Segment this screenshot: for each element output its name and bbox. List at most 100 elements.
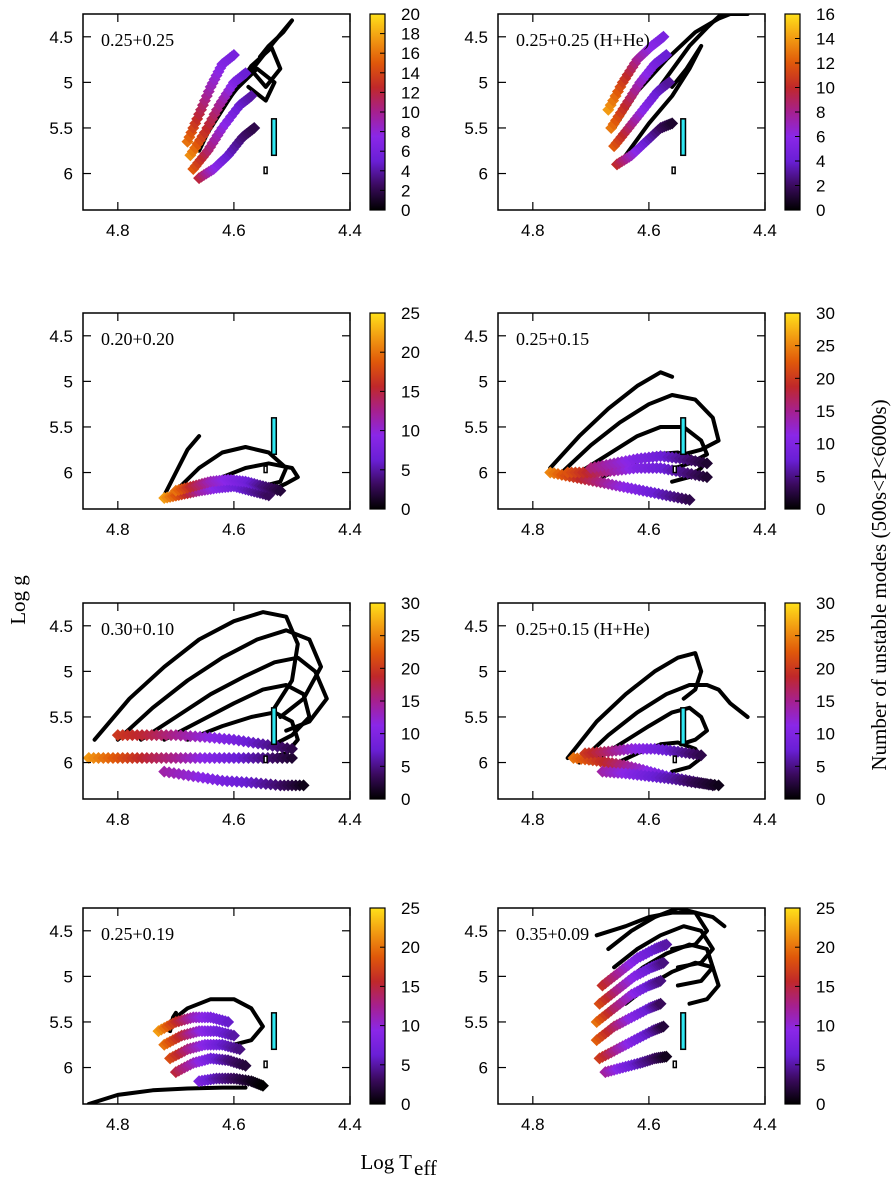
x-tick-label: 4.4: [338, 810, 362, 829]
observed-box-small: [671, 166, 676, 175]
unstable-mode-marker: [657, 956, 670, 969]
evolution-track: [559, 393, 721, 475]
plot-frame: [497, 13, 766, 211]
x-tick-label: 4.6: [637, 520, 661, 539]
colorbar-tick-label: 25: [816, 337, 835, 356]
evolution-track: [162, 997, 265, 1047]
y-tick-label: 5: [479, 662, 488, 681]
observed-box: [680, 707, 687, 746]
colorbar-tick-label: 8: [816, 103, 825, 122]
colorbar: [369, 312, 386, 510]
unstable-mode-marker: [222, 1015, 235, 1028]
x-tick-label: 4.6: [637, 221, 661, 240]
panel-5: 4.8 4.6 4.4 4.5 5 5.5 6 0.30+0.10 0 5 10 15 20 25 30: [49, 594, 420, 829]
plot-frame: [82, 907, 351, 1105]
colorbar-tick-label: 6: [401, 142, 410, 161]
colorbar-tick-label: 20: [816, 659, 835, 678]
unstable-mode-marker: [666, 117, 679, 130]
colorbar-tick-label: 0: [401, 201, 410, 220]
y-tick-label: 4.5: [464, 617, 488, 636]
x-tick-label: 4.8: [521, 221, 545, 240]
x-tick-label: 4.8: [106, 1115, 130, 1134]
panel-label: 0.25+0.25: [101, 30, 174, 50]
unstable-mode-marker: [248, 121, 261, 134]
x-tick-label: 4.6: [222, 810, 246, 829]
unstable-mode-marker: [654, 974, 667, 987]
unstable-mode-marker: [700, 457, 713, 470]
unstable-mode-marker: [660, 938, 673, 951]
y-tick-label: 6: [479, 165, 488, 184]
panel-label: 0.25+0.15 (H+He): [516, 619, 650, 640]
y-tick-label: 6: [64, 165, 73, 184]
colorbar-tick-label: 0: [816, 201, 825, 220]
observed-box-small: [672, 1060, 678, 1069]
y-tick-label: 5.5: [49, 708, 73, 727]
panel-label: 0.30+0.10: [101, 619, 174, 639]
colorbar-tick-label: 0: [401, 500, 410, 519]
plot-frame: [497, 602, 766, 800]
unstable-mode-marker: [660, 1050, 673, 1063]
panel-label: 0.25+0.15: [516, 329, 589, 349]
plot-frame: [497, 312, 766, 510]
evolution-track: [139, 655, 329, 742]
evolution-track: [86, 1085, 248, 1104]
observed-box-small: [263, 166, 268, 175]
observed-box-small: [263, 755, 268, 764]
evolution-track: [606, 908, 709, 951]
x-axis-label-subscript: eff: [414, 1156, 437, 1180]
observed-box: [270, 118, 278, 157]
y-tick-label: 5: [64, 73, 73, 92]
plot-area: [544, 370, 721, 506]
panel-2: 4.8 4.6 4.4 4.5 5 5.5 6 0.25+0.25 (H+He) 0 2 4 6 8 10…: [464, 5, 835, 240]
y-tick-label: 5.5: [49, 119, 73, 138]
panel-7: 4.8 4.6 4.4 4.5 5 5.5 6 0.25+0.19 0 5 10 15 20 25: [49, 899, 420, 1134]
colorbar: [784, 907, 801, 1105]
evolution-track: [612, 924, 715, 970]
plot-area: [158, 417, 300, 505]
y-tick-label: 5.5: [464, 119, 488, 138]
colorbar-tick-label: 4: [816, 152, 825, 171]
y-tick-label: 5.5: [49, 418, 73, 437]
colorbar-tick-label: 5: [816, 1056, 825, 1075]
x-tick-label: 4.4: [338, 520, 362, 539]
observed-box-small: [672, 755, 678, 764]
colorbar-tick-label: 20: [401, 343, 420, 362]
unstable-mode-marker: [239, 67, 252, 80]
y-tick-label: 5: [64, 967, 73, 986]
evolution-track: [623, 43, 704, 158]
panel-label: 0.35+0.09: [516, 924, 589, 944]
panel-label: 0.20+0.20: [101, 329, 174, 349]
panel-4: 4.8 4.6 4.4 4.5 5 5.5 6 0.25+0.15 0 5 10 15 20 25 30: [464, 304, 835, 539]
colorbar-tick-label: 0: [816, 1095, 825, 1114]
unstable-mode-marker: [233, 1043, 246, 1056]
panel-label: 0.25+0.19: [101, 924, 174, 944]
panel-1: 4.8 4.6 4.44.555.560.25+0.2502468101214161…: [49, 5, 420, 240]
colorbar-tick-label: 6: [816, 128, 825, 147]
unstable-mode-marker: [285, 751, 298, 764]
colorbar-tick-label: 8: [401, 123, 410, 142]
unstable-mode-marker: [683, 493, 696, 506]
colorbar-tick-label: 18: [401, 25, 420, 44]
plot-area: [602, 14, 750, 175]
observed-box: [680, 118, 687, 157]
colorbar-tick-label: 14: [816, 30, 835, 49]
colorbar-tick-label: 15: [401, 382, 420, 401]
y-tick-label: 4.5: [49, 28, 73, 47]
x-tick-label: 4.8: [106, 221, 130, 240]
colorbar-tick-label: 15: [401, 692, 420, 711]
colorbar-tick-label: 10: [816, 725, 835, 744]
colorbar: [369, 907, 386, 1105]
unstable-mode-marker: [626, 61, 639, 74]
y-tick-label: 4.5: [49, 617, 73, 636]
y-tick-label: 4.5: [464, 327, 488, 346]
unstable-mode-marker: [695, 749, 708, 762]
evolution-track: [115, 628, 323, 742]
x-tick-label: 4.8: [521, 520, 545, 539]
panel-label: 0.25+0.25 (H+He): [516, 30, 650, 51]
colorbar-tick-label: 15: [816, 977, 835, 996]
y-tick-label: 6: [64, 754, 73, 773]
y-tick-label: 5.5: [464, 708, 488, 727]
colorbar-tick-label: 10: [401, 1017, 420, 1036]
unstable-mode-marker: [657, 1020, 670, 1033]
